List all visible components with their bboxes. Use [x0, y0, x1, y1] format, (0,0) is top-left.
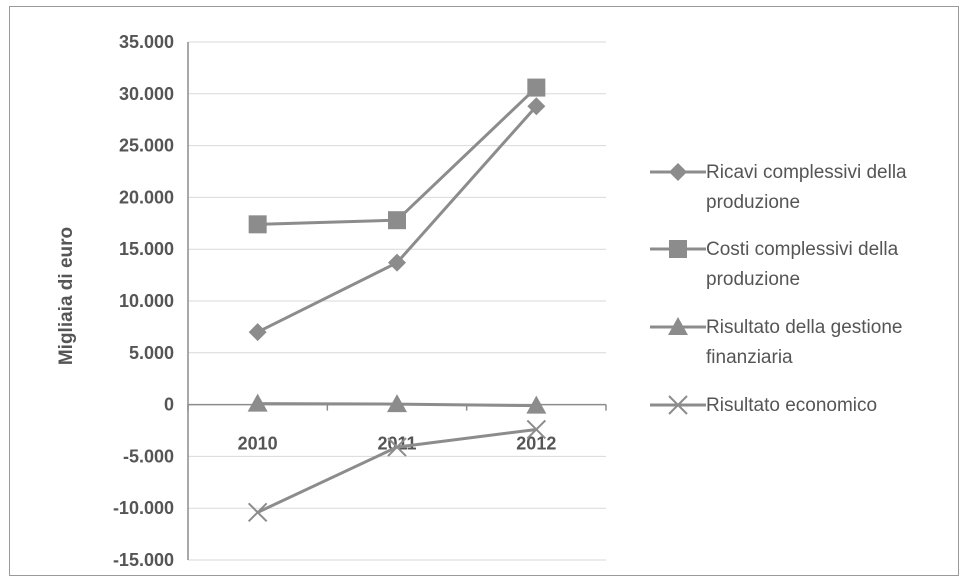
y-tick-label: -15.000 — [113, 550, 174, 570]
y-tick-label: 15.000 — [119, 239, 174, 259]
legend-marker-diamond — [669, 163, 687, 181]
data-point-x — [387, 437, 407, 457]
legend-label: Risultato della gestione — [706, 317, 902, 338]
legend-label: produzione — [706, 269, 800, 290]
data-point-triangle — [247, 393, 268, 412]
data-point-square — [248, 215, 267, 234]
x-tick-label: 2012 — [516, 434, 556, 454]
legend-marker-x — [668, 395, 688, 415]
y-tick-label: -10.000 — [113, 498, 174, 518]
data-point-triangle — [526, 395, 547, 414]
data-point-x — [526, 419, 547, 440]
legend-label: produzione — [706, 192, 800, 213]
y-tick-label: 10.000 — [119, 291, 174, 311]
legend-marker-square — [669, 240, 687, 258]
y-axis-title: Migliaia di euro — [56, 227, 77, 365]
y-tick-label: 5.000 — [129, 343, 174, 363]
y-tick-label: 0 — [164, 395, 174, 415]
x-tick-label: 2010 — [238, 434, 278, 454]
data-point-square — [388, 211, 406, 230]
legend-label: Ricavi complessivi della — [706, 162, 907, 183]
y-tick-label: 20.000 — [119, 187, 174, 207]
legend-marker-triangle — [668, 317, 688, 335]
legend-label: finanziaria — [706, 347, 793, 368]
y-tick-label: 35.000 — [119, 32, 174, 52]
y-tick-label: 30.000 — [119, 84, 174, 104]
data-point-diamond — [388, 253, 406, 272]
data-point-square — [527, 78, 546, 97]
x-tick-label: 2011 — [377, 434, 416, 454]
y-tick-label: -5.000 — [123, 446, 174, 466]
legend-label: Risultato economico — [706, 395, 877, 416]
data-point-triangle — [387, 394, 407, 413]
legend-label: Costi complessivi della — [706, 239, 899, 260]
chart-frame — [9, 6, 959, 576]
series-line — [257, 86, 538, 226]
data-point-diamond — [248, 323, 267, 342]
data-point-diamond — [527, 97, 546, 116]
y-tick-label: 25.000 — [119, 136, 174, 156]
data-point-x — [247, 502, 268, 523]
